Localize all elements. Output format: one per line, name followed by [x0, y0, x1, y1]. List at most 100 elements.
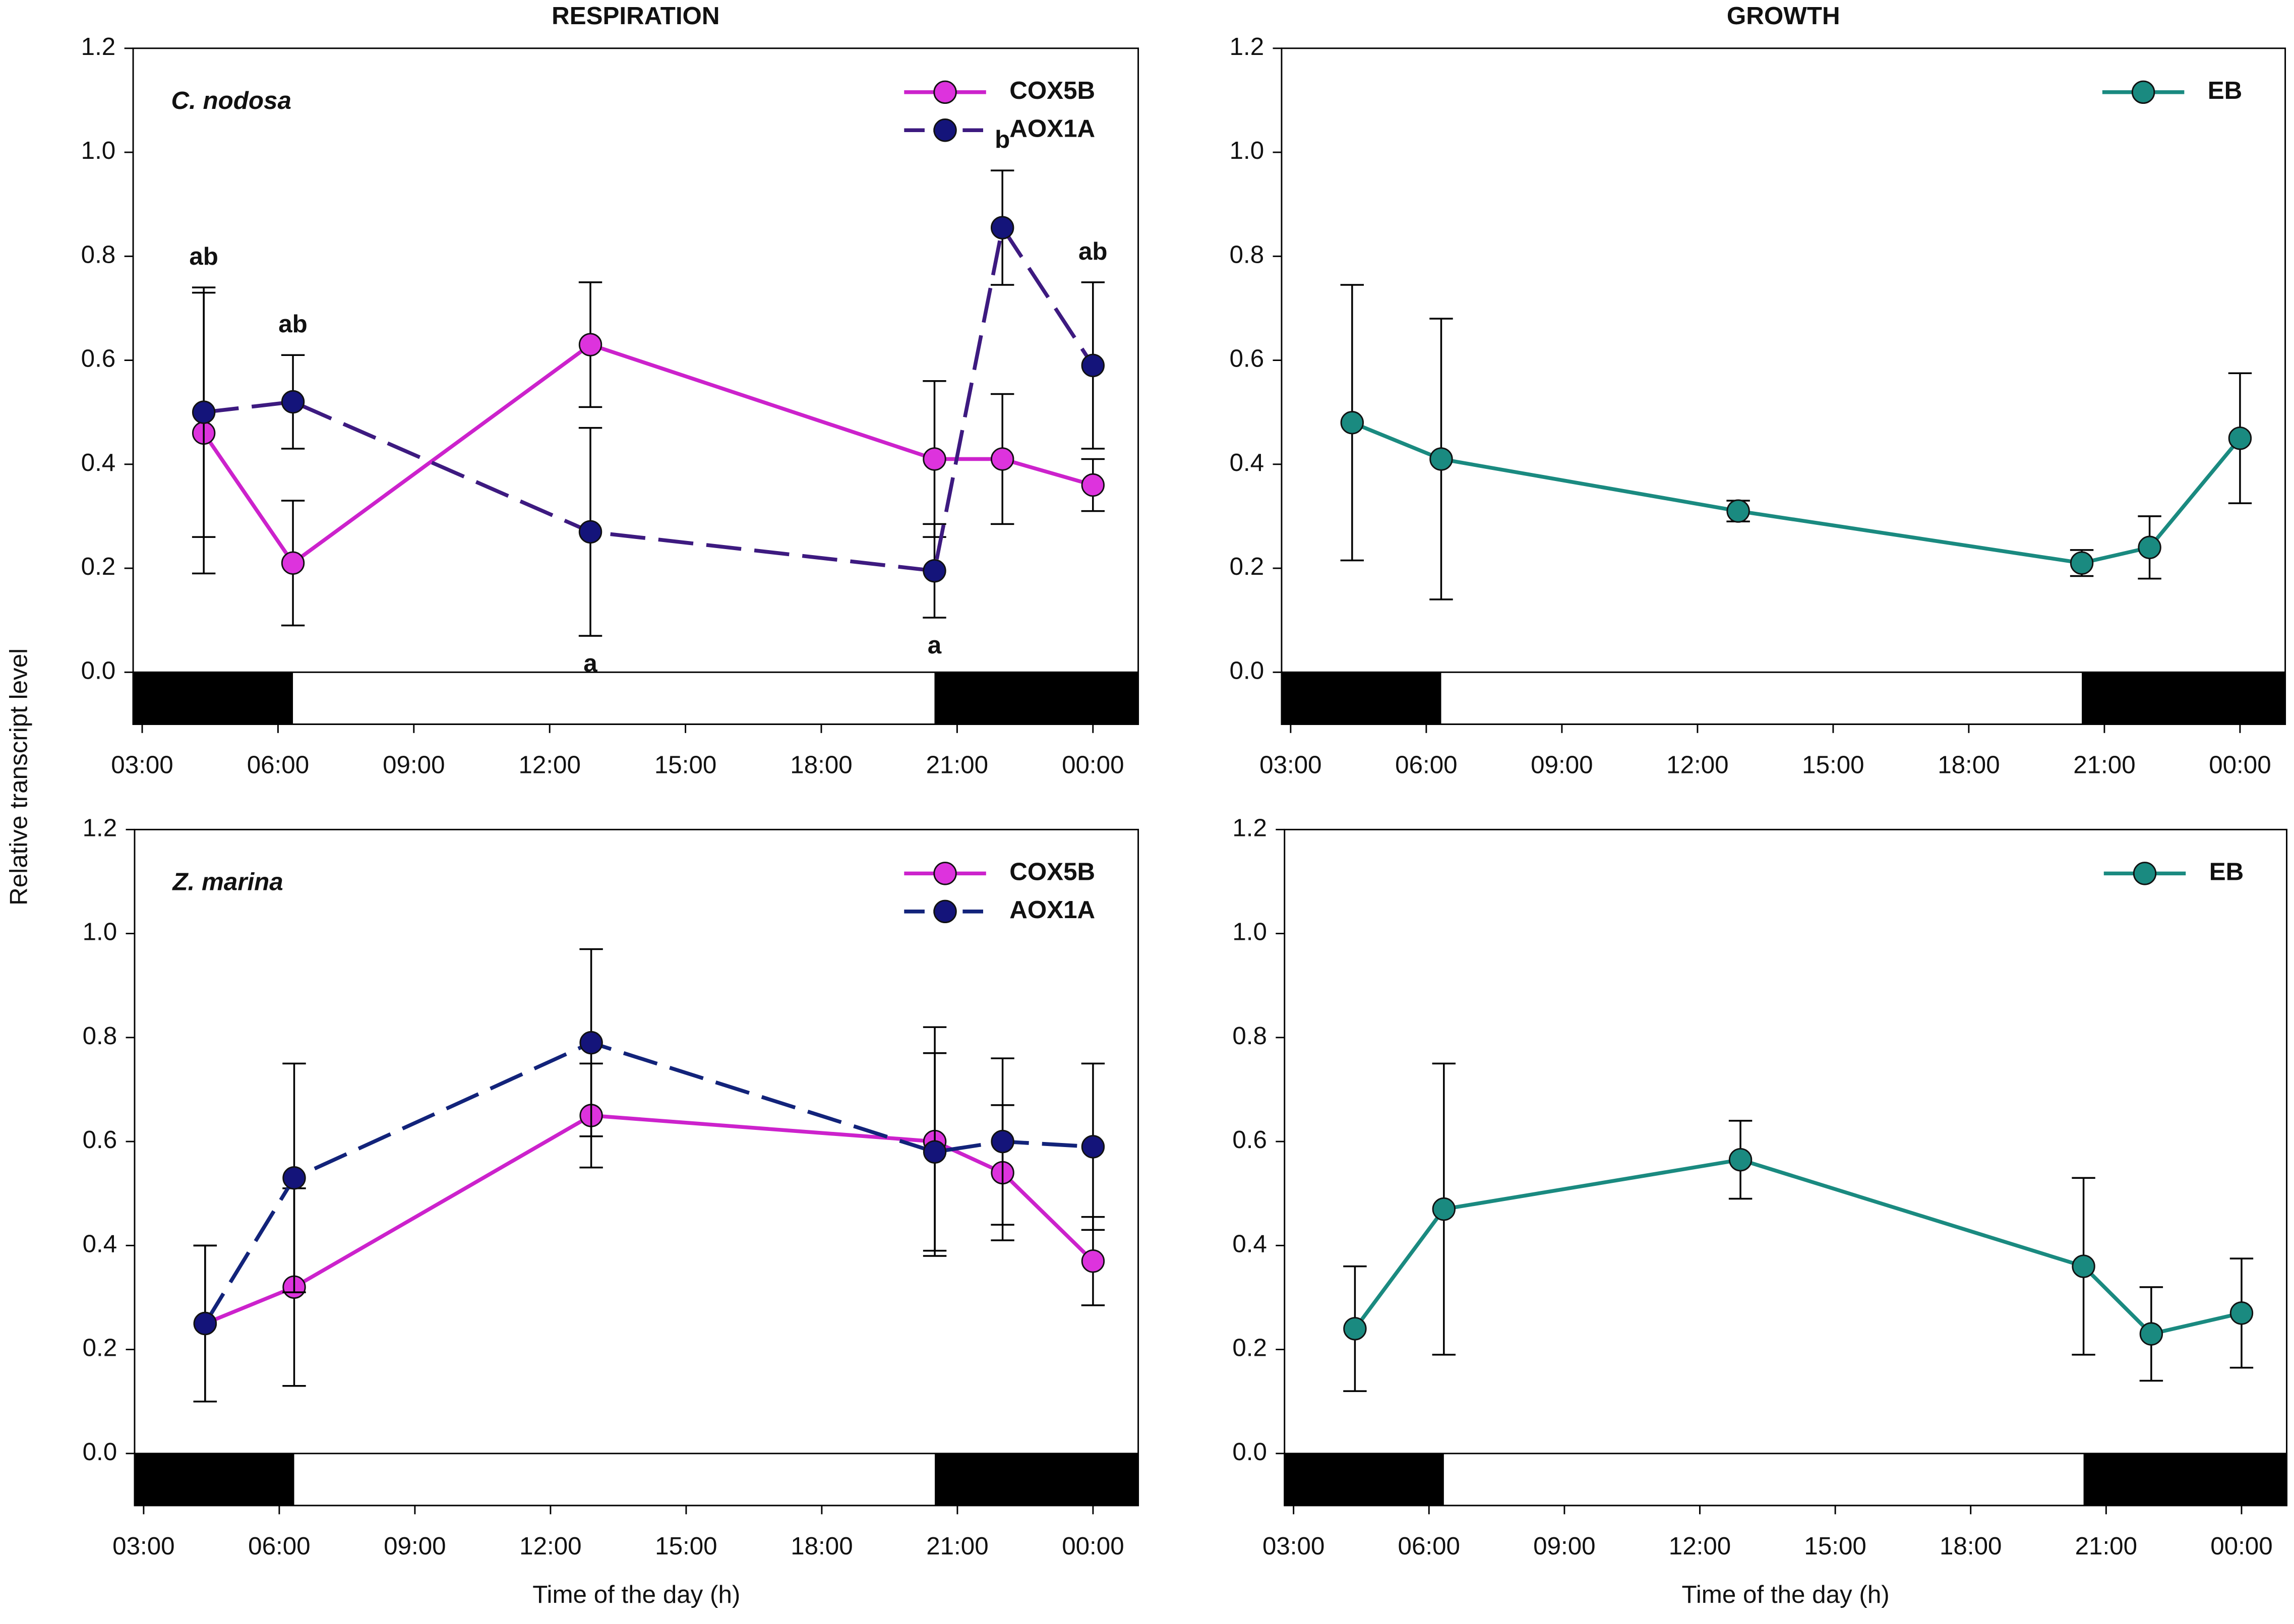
y-tick-label: 0.6 [1230, 345, 1264, 373]
y-tick-label: 0.8 [83, 1022, 117, 1050]
species-label: Z. marina [171, 868, 283, 896]
y-tick-label: 0.0 [1230, 656, 1264, 684]
y-tick-label: 1.2 [1232, 814, 1267, 841]
x-tick-label: 12:00 [518, 751, 580, 779]
data-point [1726, 499, 1750, 523]
data-point [281, 551, 305, 575]
data-point [2228, 426, 2252, 450]
y-tick-label: 0.2 [1232, 1334, 1267, 1362]
data-point [2072, 1254, 2095, 1278]
legend-marker [2133, 862, 2157, 885]
dark-period [935, 1453, 1138, 1506]
dark-period [934, 672, 1138, 725]
x-tick-label: 15:00 [654, 751, 716, 779]
data-point [1081, 353, 1105, 378]
x-tick-label: 06:00 [1395, 751, 1457, 779]
legend-label: EB [2209, 858, 2244, 885]
legend-label: AOX1A [1009, 896, 1095, 924]
data-point [2139, 1322, 2163, 1346]
y-tick-label: 0.4 [83, 1230, 117, 1257]
x-tick-label: 21:00 [926, 1532, 988, 1560]
data-point [1429, 447, 1453, 471]
x-tick-label: 03:00 [112, 1532, 174, 1560]
data-point [923, 1140, 947, 1164]
x-tick-label: 03:00 [1259, 751, 1321, 779]
data-point [579, 1031, 603, 1055]
series-line [204, 1113, 1095, 1326]
y-tick-label: 0.0 [81, 656, 116, 684]
x-tick-label: 06:00 [1398, 1532, 1460, 1560]
y-tick-label: 1.0 [1232, 918, 1267, 946]
legend-label: COX5B [1009, 77, 1095, 104]
panel-title: GROWTH [1727, 2, 1840, 30]
significance-letter: a [928, 631, 942, 659]
y-tick-label: 0.4 [1230, 449, 1264, 476]
legend-marker [933, 118, 957, 142]
data-point [990, 447, 1014, 471]
x-tick-label: 18:00 [1938, 751, 2000, 779]
dark-period [1284, 1453, 1444, 1506]
x-tick-label: 18:00 [1940, 1532, 2002, 1560]
y-tick-label: 1.0 [83, 918, 117, 946]
x-tick-label: 09:00 [383, 751, 445, 779]
y-tick-label: 0.4 [81, 449, 116, 476]
plot-frame [1284, 828, 2287, 1507]
x-tick-label: 12:00 [1666, 751, 1728, 779]
y-tick-label: 0.8 [1230, 240, 1264, 268]
y-tick-label: 0.0 [83, 1438, 117, 1466]
y-tick-label: 0.2 [1230, 553, 1264, 580]
x-tick-label: 06:00 [248, 1532, 310, 1560]
x-tick-label: 18:00 [790, 751, 852, 779]
x-tick-label: 12:00 [519, 1532, 581, 1560]
data-point [192, 400, 216, 424]
y-axis-label: Relative transcript level [5, 648, 33, 906]
x-tick-label: 00:00 [2209, 751, 2271, 779]
x-tick-label: 12:00 [1669, 1532, 1731, 1560]
significance-letter: ab [1078, 237, 1108, 265]
x-tick-label: 00:00 [2210, 1532, 2272, 1560]
dark-period [2083, 1453, 2287, 1506]
x-tick-label: 03:00 [111, 751, 173, 779]
significance-letter: b [995, 126, 1010, 153]
y-tick-label: 0.4 [1232, 1230, 1267, 1257]
y-tick-label: 0.0 [1232, 1438, 1267, 1466]
dark-period [133, 672, 293, 725]
species-label: C. nodosa [171, 87, 291, 114]
plot-frame [132, 47, 1139, 725]
data-point [2138, 535, 2161, 559]
y-tick-label: 1.2 [81, 33, 116, 61]
x-tick-label: 21:00 [2073, 751, 2135, 779]
legend-marker [933, 862, 957, 885]
legend-marker [933, 899, 957, 924]
x-tick-label: 15:00 [1804, 1532, 1866, 1560]
x-tick-label: 15:00 [655, 1532, 717, 1560]
legend-marker [2131, 80, 2155, 104]
x-tick-label: 18:00 [791, 1532, 853, 1560]
data-point [193, 1311, 217, 1336]
y-tick-label: 0.6 [81, 345, 116, 373]
data-point [578, 333, 602, 356]
x-tick-label: 09:00 [1531, 751, 1593, 779]
y-tick-label: 0.2 [81, 553, 116, 580]
data-point [1081, 1135, 1105, 1159]
series-line [203, 222, 1095, 573]
dark-period [134, 1453, 294, 1506]
y-tick-label: 0.6 [1232, 1126, 1267, 1154]
legend-label: EB [2208, 77, 2243, 104]
y-tick-label: 1.0 [81, 137, 116, 164]
x-tick-label: 15:00 [1802, 751, 1864, 779]
series-line [202, 342, 1094, 566]
x-tick-label: 09:00 [384, 1532, 446, 1560]
data-point [1081, 1249, 1105, 1273]
data-point [1343, 1317, 1367, 1341]
data-point [282, 1166, 306, 1190]
x-tick-label: 21:00 [926, 751, 988, 779]
x-axis-label: Time of the day (h) [1682, 1581, 1890, 1608]
data-point [923, 447, 946, 471]
x-axis-label: Time of the day (h) [532, 1581, 740, 1608]
x-tick-label: 00:00 [1062, 1532, 1124, 1560]
data-point [991, 1129, 1014, 1154]
x-tick-label: 21:00 [2075, 1532, 2137, 1560]
